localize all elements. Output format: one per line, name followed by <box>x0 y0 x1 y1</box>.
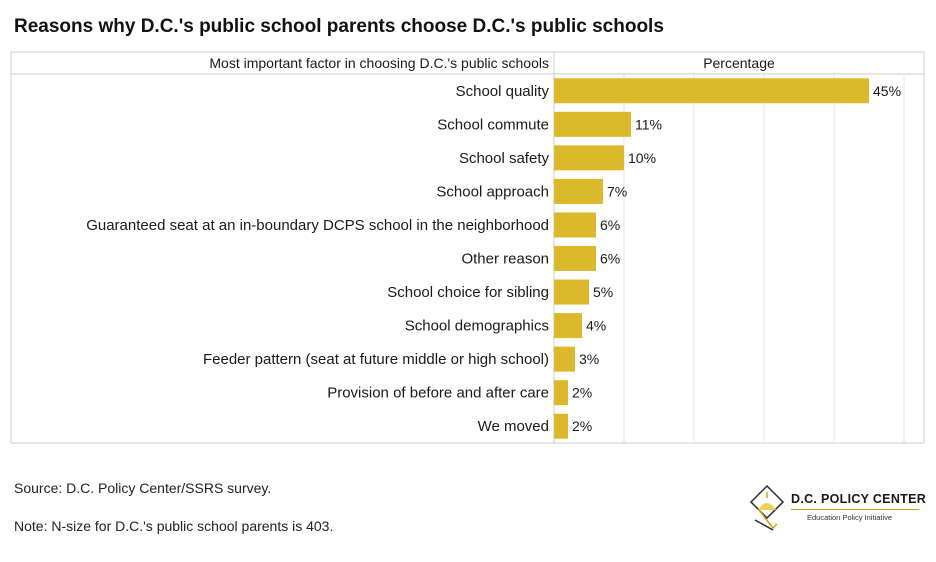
value-label: 5% <box>593 284 613 300</box>
value-label: 2% <box>572 418 592 434</box>
category-label: Other reason <box>461 251 549 268</box>
bar <box>554 78 869 104</box>
bar <box>554 145 624 171</box>
value-label: 4% <box>586 318 606 334</box>
bar <box>554 279 589 305</box>
value-column-header: Percentage <box>703 55 775 71</box>
category-label: School safety <box>459 150 550 167</box>
category-label: School demographics <box>405 318 549 335</box>
n-size-note: Note: N-size for D.C.'s public school pa… <box>14 518 334 534</box>
category-label: Guaranteed seat at an in-boundary DCPS s… <box>86 217 549 234</box>
value-label: 6% <box>600 251 620 267</box>
value-label: 10% <box>628 150 656 166</box>
logo-divider <box>791 509 919 510</box>
logo-tagline: Education Policy Initiative <box>807 513 893 522</box>
category-label: School approach <box>436 183 549 200</box>
bar <box>554 111 631 137</box>
value-label: 6% <box>600 217 620 233</box>
dc-policy-center-logo: D.C. POLICY CENTER Education Policy Init… <box>745 478 930 538</box>
category-label: Provision of before and after care <box>327 385 549 402</box>
bar-chart: Most important factor in choosing D.C.'s… <box>10 51 925 444</box>
bar <box>554 413 568 439</box>
value-label: 2% <box>572 385 592 401</box>
bar <box>554 313 582 339</box>
bar <box>554 346 575 372</box>
value-label: 7% <box>607 183 627 199</box>
source-note: Source: D.C. Policy Center/SSRS survey. <box>14 480 272 496</box>
category-column-header: Most important factor in choosing D.C.'s… <box>209 55 549 71</box>
bar <box>554 178 603 204</box>
bar <box>554 380 568 406</box>
logo-name: D.C. POLICY CENTER <box>791 492 927 506</box>
value-label: 3% <box>579 351 599 367</box>
category-label: We moved <box>478 418 549 435</box>
category-label: Feeder pattern (seat at future middle or… <box>203 351 549 368</box>
category-label: School quality <box>456 83 550 100</box>
bar <box>554 212 596 238</box>
value-label: 11% <box>635 116 662 132</box>
capitol-dome-icon <box>749 484 785 531</box>
bar <box>554 246 596 271</box>
category-label: School commute <box>437 116 549 133</box>
chart-title: Reasons why D.C.'s public school parents… <box>14 16 664 37</box>
category-label: School choice for sibling <box>387 284 549 301</box>
value-label: 45% <box>873 83 901 99</box>
